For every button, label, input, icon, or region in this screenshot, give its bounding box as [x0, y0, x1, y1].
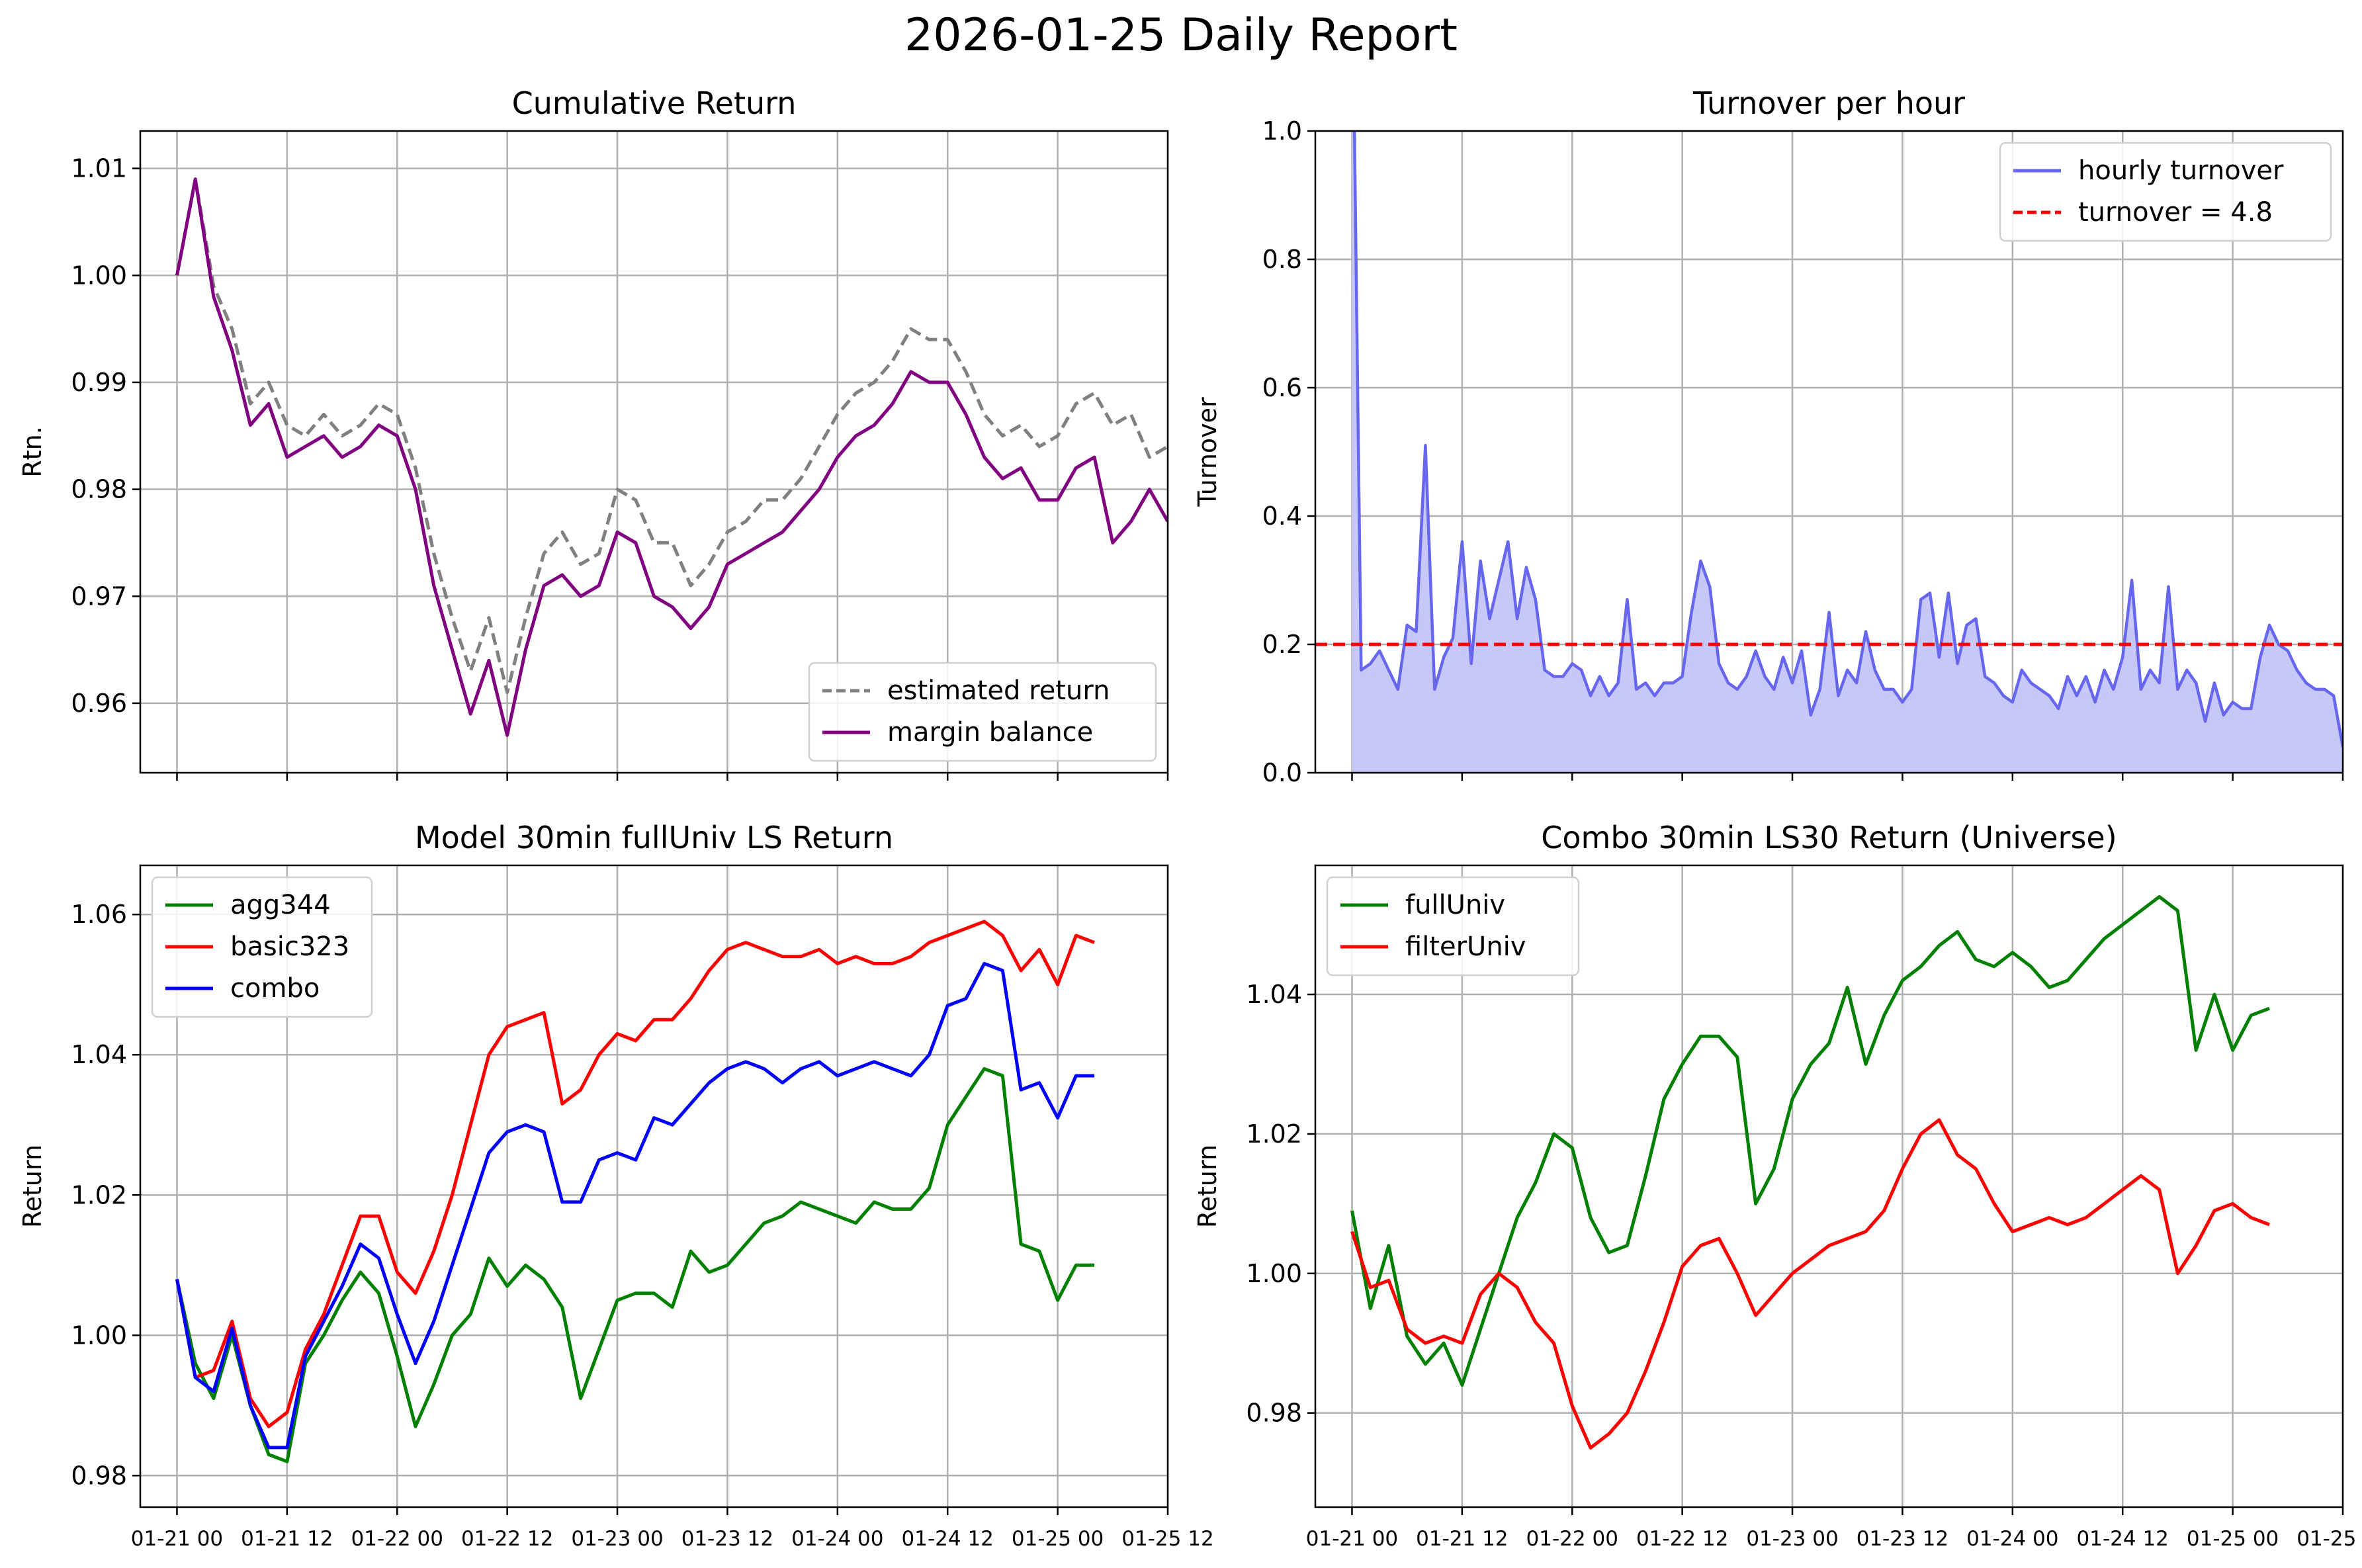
legend: agg344 basic323 combo	[151, 876, 373, 1018]
x-tick-label: 01-23 00	[571, 1527, 663, 1551]
x-tick-label: 01-23 00	[1746, 1527, 1838, 1551]
x-tick-label: 01-21 12	[1416, 1527, 1508, 1551]
y-axis-label: Turnover	[1193, 397, 1222, 507]
legend-label: combo	[230, 973, 320, 1004]
legend: estimated return margin balance	[808, 662, 1157, 762]
y-tick-label: 1.0	[1262, 116, 1302, 146]
legend: fullUniv filterUniv	[1326, 876, 1580, 977]
legend-label: agg344	[230, 890, 331, 920]
y-tick-label: 0.98	[71, 1461, 127, 1490]
x-tick-label: 01-25 12	[2296, 1527, 2362, 1551]
legend-box	[808, 662, 1157, 762]
x-tick-label: 01-21 00	[1306, 1527, 1398, 1551]
turnover-chart: 1.0 0.8 0.6 0.4 0.2 0.0 Turnover per hour Turno…	[1193, 85, 2344, 787]
plot-area	[1315, 131, 2343, 773]
x-tick-label: 01-22 00	[1526, 1527, 1618, 1551]
legend-label: margin balance	[887, 717, 1093, 748]
y-tick-label: 0.8	[1262, 245, 1302, 274]
y-tick-label: 0.97	[71, 582, 127, 611]
series-line-combo	[175, 961, 1095, 1450]
x-tick-label: 01-24 00	[791, 1527, 883, 1551]
chart-title: Combo 30min LS30 Return (Universe)	[1541, 820, 2117, 855]
legend-box	[151, 876, 373, 1018]
plot-area	[175, 920, 1095, 1463]
x-tick-label: 01-24 12	[902, 1527, 994, 1551]
y-tick-label: 0.98	[1246, 1399, 1302, 1428]
axes-frame	[1314, 130, 2344, 774]
y-tick-label: 0.2	[1262, 630, 1302, 659]
y-axis-label: Rtn.	[18, 426, 47, 477]
y-tick-label: 0.99	[71, 368, 127, 397]
axes-frame	[139, 864, 1169, 1508]
series-line-filteruniv	[1350, 1118, 2270, 1450]
axes-frame	[139, 130, 1169, 774]
y-tick-label: 1.00	[71, 1321, 127, 1350]
series-line-basic323	[175, 920, 1095, 1428]
y-tick-label: 1.00	[1246, 1259, 1302, 1288]
legend-box	[1326, 876, 1580, 977]
legend-box	[1999, 142, 2332, 242]
y-tick-label: 1.02	[1246, 1119, 1302, 1149]
series-line-hourly-turnover	[1352, 131, 2343, 748]
legend-label: basic323	[230, 932, 349, 962]
series-line-margin-balance	[175, 177, 1168, 737]
y-tick-label: 1.02	[71, 1180, 127, 1209]
y-tick-label: 0.98	[71, 475, 127, 504]
model-return-chart: 1.06 1.04 1.02 1.00 0.98 01-21 00 01-21 12 01-2…	[18, 820, 1214, 1551]
y-tick-label: 1.04	[71, 1040, 127, 1069]
y-tick-label: 0.4	[1262, 501, 1302, 531]
series-line-agg344	[175, 1067, 1095, 1463]
legend-label: filterUniv	[1405, 932, 1526, 962]
axes-frame	[1314, 864, 2344, 1508]
series-line-fulluniv	[1350, 894, 2270, 1387]
y-tick-label: 1.01	[71, 154, 127, 183]
y-tick-label: 0.6	[1262, 373, 1302, 402]
y-axis-label: Return	[1193, 1145, 1222, 1228]
y-tick-label: 1.06	[71, 900, 127, 929]
y-tick-label: 0.96	[71, 689, 127, 718]
chart-title: Cumulative Return	[512, 85, 797, 121]
legend-label: hourly turnover	[2078, 155, 2284, 186]
x-tick-label: 01-21 12	[241, 1527, 333, 1551]
x-tick-label: 01-21 00	[131, 1527, 223, 1551]
plot-area	[1350, 894, 2270, 1450]
x-tick-label: 01-23 12	[681, 1527, 773, 1551]
chart-title: Model 30min fullUniv LS Return	[415, 820, 893, 855]
series-line-estimated-return	[175, 177, 1168, 695]
x-tick-label: 01-24 00	[1966, 1527, 2058, 1551]
cumulative-return-chart: 1.01 1.00 0.99 0.98 0.97 0.96 Cumulative Retur…	[18, 85, 1169, 781]
x-tick-label: 01-22 12	[461, 1527, 553, 1551]
x-tick-label: 01-25 12	[1121, 1527, 1213, 1551]
legend-label: fullUniv	[1405, 890, 1505, 920]
combo-return-chart: 1.04 1.02 1.00 0.98 01-21 00 01-21 12 01-22 00…	[1193, 820, 2362, 1551]
y-tick-label: 1.04	[1246, 980, 1302, 1009]
x-tick-label: 01-25 00	[1012, 1527, 1104, 1551]
legend-label: turnover = 4.8	[2078, 197, 2273, 228]
plot-area	[175, 177, 1168, 737]
legend-label: estimated return	[887, 675, 1110, 706]
figure-title: 2026-01-25 Daily Report	[904, 9, 1458, 62]
legend: hourly turnover turnover = 4.8	[1999, 142, 2332, 242]
x-tick-label: 01-22 12	[1636, 1527, 1728, 1551]
y-tick-label: 1.00	[71, 261, 127, 290]
x-tick-label: 01-25 00	[2187, 1527, 2279, 1551]
chart-title: Turnover per hour	[1692, 85, 1965, 121]
y-axis-label: Return	[18, 1145, 47, 1228]
x-tick-label: 01-23 12	[1857, 1527, 1948, 1551]
x-tick-label: 01-22 00	[351, 1527, 443, 1551]
x-tick-label: 01-24 12	[2077, 1527, 2169, 1551]
y-tick-label: 0.0	[1262, 758, 1302, 787]
